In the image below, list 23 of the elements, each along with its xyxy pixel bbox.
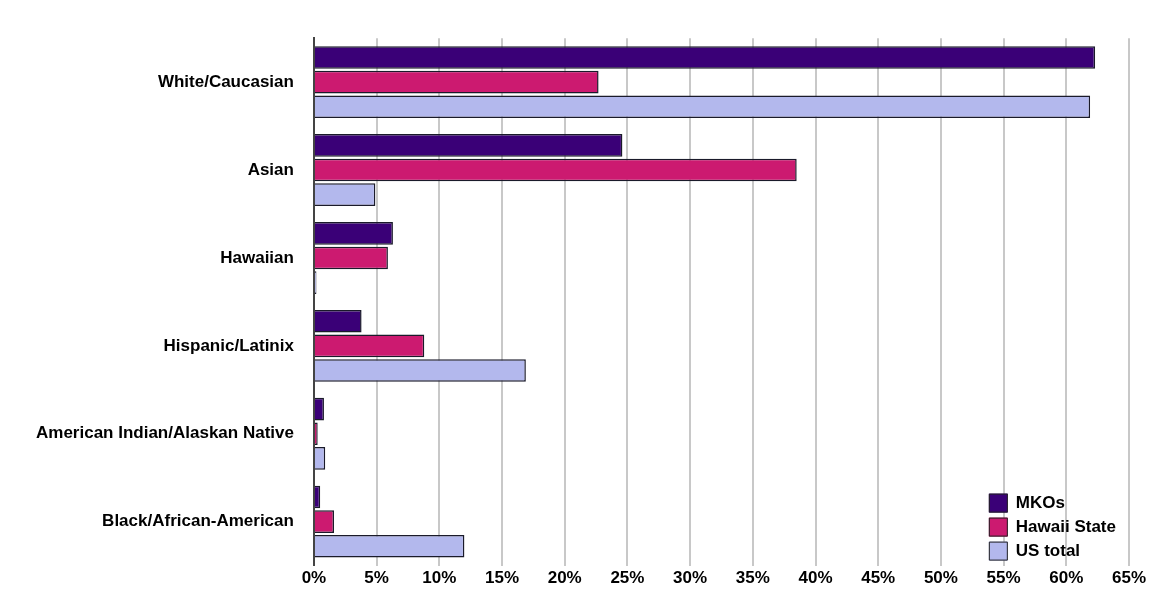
x-tick-label: 30% <box>673 568 708 588</box>
x-tick-label: 35% <box>735 568 770 588</box>
x-tick-label: 55% <box>986 568 1021 588</box>
y-tick-label: White/Caucasian <box>157 71 294 91</box>
x-tick-label: 25% <box>610 568 645 588</box>
y-tick-label: American Indian/Alaskan Native <box>35 423 294 443</box>
x-tick-label: 60% <box>1049 568 1084 588</box>
y-tick-label: Hawaiian <box>220 247 294 267</box>
x-tick-label: 5% <box>364 568 389 588</box>
y-tick-label: Asian <box>247 159 294 179</box>
x-tick-label: 0% <box>301 568 327 588</box>
x-tick-label: 40% <box>798 568 833 588</box>
legend-label: Hawaii State <box>1015 517 1116 537</box>
legend-label: MKOs <box>1015 493 1065 513</box>
y-tick-label: Black/African-American <box>102 511 294 531</box>
x-tick-label: 45% <box>861 568 896 588</box>
y-tick-label: Hispanic/Latinix <box>163 335 295 355</box>
x-tick-label: 65% <box>1111 568 1146 588</box>
x-tick-label: 15% <box>485 568 520 588</box>
x-tick-label: 20% <box>547 568 582 588</box>
x-tick-label: 10% <box>422 568 457 588</box>
legend-label: US total <box>1015 541 1081 561</box>
x-tick-label: 50% <box>923 568 958 588</box>
